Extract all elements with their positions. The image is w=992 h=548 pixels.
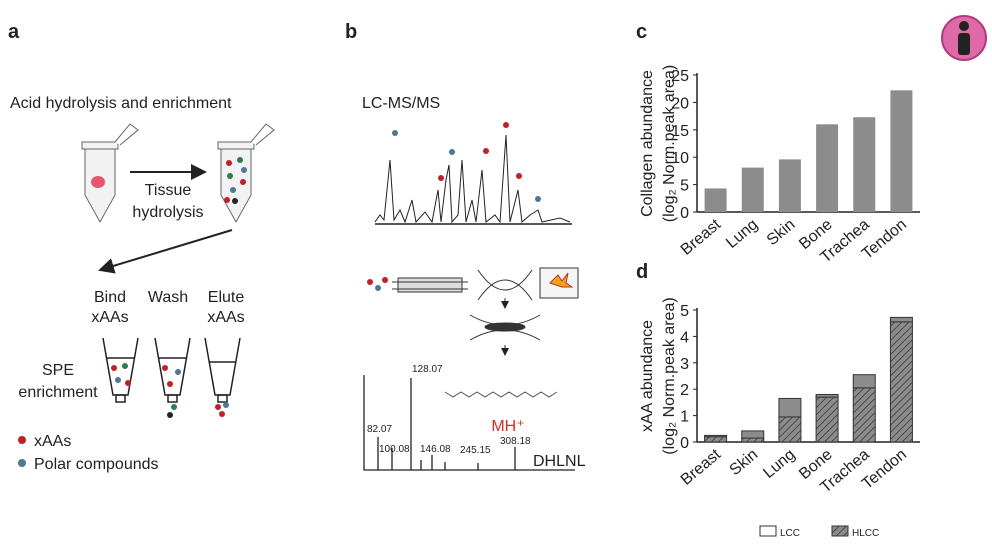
bar xyxy=(704,188,727,212)
bar-segment xyxy=(815,393,839,398)
compound-label: DHLNL xyxy=(533,453,586,470)
peak-dots xyxy=(392,122,541,202)
method-label: LC-MS/MS xyxy=(362,95,440,112)
legend-label: HLCC xyxy=(852,528,879,539)
panel-label: a xyxy=(8,21,20,43)
mass-spectrum xyxy=(363,375,575,471)
y-axis-label: (log₂ Norm.peak area) xyxy=(661,297,678,454)
bar xyxy=(816,124,839,212)
peak-label: 146.08 xyxy=(420,444,451,455)
y-tick-label: 0 xyxy=(680,205,689,222)
x-tick-label: Breast xyxy=(678,446,725,489)
y-tick-label: 5 xyxy=(680,303,689,320)
arrow-label: Tissue xyxy=(145,182,192,199)
panel-label: c xyxy=(636,21,647,43)
y-tick-label: 0 xyxy=(680,435,689,452)
bar xyxy=(741,167,764,212)
peak-label: 128.07 xyxy=(412,364,443,375)
bar xyxy=(890,90,913,212)
step-label: Elute xyxy=(208,289,245,306)
panel-title: Acid hydrolysis and enrichment xyxy=(10,95,232,112)
y-axis-label: xAA abundance xyxy=(639,320,656,432)
peak-label: 100.08 xyxy=(379,444,410,455)
y-axis-label: Collagen abundance xyxy=(639,70,656,217)
x-tick-label: Lung xyxy=(723,216,761,252)
bar-segment xyxy=(778,397,802,418)
bar-segment xyxy=(852,387,876,443)
arrow-label: hydrolysis xyxy=(132,204,203,221)
bar-segment xyxy=(778,416,802,443)
step-label: SPE xyxy=(42,362,74,379)
step-label: enrichment xyxy=(18,384,98,401)
step-label: xAAs xyxy=(207,309,244,326)
panel-a: a Acid hydrolysis and enrichment Tissue … xyxy=(8,21,275,473)
y-axis-label: (log₂ Norm.peak area) xyxy=(661,65,678,222)
y-tick-label: 20 xyxy=(671,95,689,112)
legend-swatch xyxy=(759,525,777,537)
bar-segment xyxy=(815,396,839,443)
x-tick-label: Lung xyxy=(760,446,798,482)
bar-segment xyxy=(889,316,913,323)
panel-label: b xyxy=(345,21,357,43)
y-tick-label: 4 xyxy=(680,329,689,346)
y-tick-label: 15 xyxy=(671,123,689,140)
legend-label: Polar compounds xyxy=(34,456,159,473)
ion-label: MH⁺ xyxy=(491,418,524,435)
peak-label: 82.07 xyxy=(367,424,392,435)
legend-swatch xyxy=(831,525,849,537)
step-label: xAAs xyxy=(91,309,128,326)
cartridges xyxy=(102,337,241,403)
y-tick-label: 5 xyxy=(680,178,689,195)
ms-schematic xyxy=(367,267,579,356)
bar-segment xyxy=(741,437,765,443)
chromatogram xyxy=(374,134,571,224)
dots xyxy=(224,157,247,204)
y-tick-label: 25 xyxy=(671,68,689,85)
bar-segment xyxy=(704,434,728,438)
panel-b: b LC-MS/MS 128.07 82.07 100.08 146.08 24… xyxy=(345,21,586,471)
peak-label: 308.18 xyxy=(500,436,531,447)
y-tick-label: 3 xyxy=(680,356,689,373)
bar xyxy=(853,117,876,212)
structure xyxy=(444,391,558,398)
bar-segment xyxy=(741,430,765,439)
x-tick-label: Skin xyxy=(727,446,762,479)
legend-label: LCC xyxy=(780,528,800,539)
step-label: Wash xyxy=(148,289,188,306)
y-tick-label: 10 xyxy=(671,150,689,167)
x-tick-label: Skin xyxy=(764,216,799,249)
legend-label: xAAs xyxy=(34,433,71,450)
charts: c Collagen abundance (log₂ Norm.peak area)… xyxy=(636,21,920,539)
panel-label: d xyxy=(636,261,648,283)
person-icon xyxy=(941,15,987,61)
y-tick-label: 2 xyxy=(680,382,689,399)
step-label: Bind xyxy=(94,289,126,306)
y-tick-label: 1 xyxy=(680,409,689,426)
bar-segment xyxy=(852,374,876,389)
arrow xyxy=(98,229,233,274)
bar-segment xyxy=(889,321,913,443)
peak-label: 245.15 xyxy=(460,445,491,456)
x-tick-label: Breast xyxy=(678,216,725,259)
bar xyxy=(778,159,801,212)
bar-segment xyxy=(704,436,728,443)
tube xyxy=(81,123,275,224)
dots xyxy=(18,363,229,467)
